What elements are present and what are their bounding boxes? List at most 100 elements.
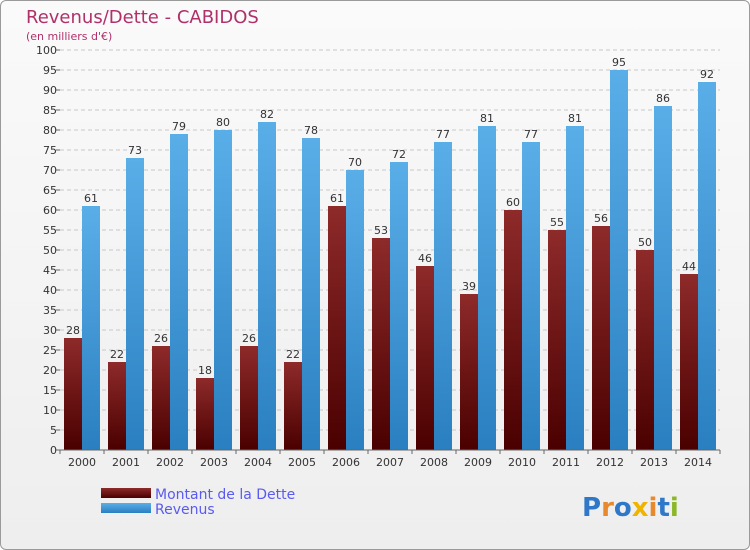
y-tick-label: 10 (43, 404, 57, 417)
logo-letter: r (601, 493, 614, 523)
data-label-revenus: 92 (700, 68, 714, 81)
y-tick-label: 20 (43, 364, 57, 377)
data-label-dette: 56 (594, 212, 608, 225)
data-label-dette: 46 (418, 252, 432, 265)
data-label-revenus: 80 (216, 116, 230, 129)
y-tick-label: 60 (43, 204, 57, 217)
y-tick-label: 50 (43, 244, 57, 257)
bar-dette (460, 294, 478, 450)
data-labels: 28 61 22 73 26 79 18 80 26 82 22 78 61 70 53 72 46 77 39 81… (66, 56, 714, 377)
legend-swatch-debt (101, 488, 151, 498)
bar-revenus (522, 142, 540, 450)
x-tick-label: 2009 (464, 456, 492, 469)
x-tick-label: 2012 (596, 456, 624, 469)
bar-dette (328, 206, 346, 450)
data-label-revenus: 72 (392, 148, 406, 161)
data-label-revenus: 81 (480, 112, 494, 125)
data-label-dette: 22 (286, 348, 300, 361)
bar-revenus (346, 170, 364, 450)
y-tick-label: 55 (43, 224, 57, 237)
x-tick-label: 2010 (508, 456, 536, 469)
data-label-revenus: 86 (656, 92, 670, 105)
bar-dette (108, 362, 126, 450)
data-label-dette: 26 (242, 332, 256, 345)
data-label-revenus: 78 (304, 124, 318, 137)
y-tick-label: 15 (43, 384, 57, 397)
logo-letter: t (657, 493, 669, 523)
data-label-dette: 60 (506, 196, 520, 209)
data-label-revenus: 77 (524, 128, 538, 141)
bar-dette (592, 226, 610, 450)
y-tick-label: 90 (43, 84, 57, 97)
data-label-revenus: 79 (172, 120, 186, 133)
x-tick-label: 2000 (68, 456, 96, 469)
x-tick-label: 2014 (684, 456, 712, 469)
x-tick-label: 2005 (288, 456, 316, 469)
logo-letter: P (582, 493, 601, 523)
bar-revenus (566, 126, 584, 450)
data-label-dette: 18 (198, 364, 212, 377)
bar-revenus (434, 142, 452, 450)
legend-swatch-revenus (101, 503, 151, 513)
y-tick-label: 35 (43, 304, 57, 317)
x-tick-label: 2008 (420, 456, 448, 469)
x-tick-label: 2004 (244, 456, 272, 469)
y-tick-label: 75 (43, 144, 57, 157)
data-label-revenus: 95 (612, 56, 626, 69)
data-label-revenus: 73 (128, 144, 142, 157)
legend-label-revenus: Revenus (155, 502, 215, 518)
bar-dette (152, 346, 170, 450)
proxiti-logo: Proxiti (582, 493, 679, 523)
bar-dette (680, 274, 698, 450)
bar-revenus (478, 126, 496, 450)
x-tick-label: 2013 (640, 456, 668, 469)
data-label-dette: 55 (550, 216, 564, 229)
bar-dette (372, 238, 390, 450)
y-tick-label: 85 (43, 104, 57, 117)
y-tick-label: 40 (43, 284, 57, 297)
logo-letter: o (614, 493, 632, 523)
x-tick-label: 2002 (156, 456, 184, 469)
bar-dette (504, 210, 522, 450)
data-label-dette: 26 (154, 332, 168, 345)
bars (64, 70, 716, 450)
data-label-dette: 53 (374, 224, 388, 237)
bar-revenus (214, 130, 232, 450)
y-tick-label: 5 (50, 424, 57, 437)
bar-revenus (390, 162, 408, 450)
bar-revenus (654, 106, 672, 450)
x-tick-label: 2003 (200, 456, 228, 469)
legend: Montant de la Dette Revenus (101, 487, 295, 518)
bar-dette (240, 346, 258, 450)
data-label-revenus: 70 (348, 156, 362, 169)
logo-letter: x (632, 493, 649, 523)
bar-dette (64, 338, 82, 450)
data-label-revenus: 82 (260, 108, 274, 121)
bar-revenus (698, 82, 716, 450)
bar-revenus (126, 158, 144, 450)
data-label-dette: 44 (682, 260, 696, 273)
data-label-dette: 28 (66, 324, 80, 337)
bar-revenus (258, 122, 276, 450)
logo-letter: i (649, 493, 658, 523)
bar-revenus (610, 70, 628, 450)
y-tick-label: 45 (43, 264, 57, 277)
bar-revenus (82, 206, 100, 450)
x-tick-label: 2001 (112, 456, 140, 469)
bar-revenus (170, 134, 188, 450)
data-label-dette: 61 (330, 192, 344, 205)
data-label-revenus: 61 (84, 192, 98, 205)
x-tick-label: 2011 (552, 456, 580, 469)
x-tick-label: 2007 (376, 456, 404, 469)
y-axis-ticks: 0 5 10 15 20 25 30 35 40 45 50 55 60 65 70 75 80 85 90 95 10… (36, 44, 60, 457)
legend-label-debt: Montant de la Dette (155, 487, 295, 503)
data-label-dette: 39 (462, 280, 476, 293)
x-axis-ticks: 2000 2001 2002 2003 2004 2005 2006 2007 2008 2009… (59, 450, 721, 469)
bar-dette (196, 378, 214, 450)
y-tick-label: 70 (43, 164, 57, 177)
bar-dette (416, 266, 434, 450)
bar-revenus (302, 138, 320, 450)
bar-dette (636, 250, 654, 450)
x-tick-label: 2006 (332, 456, 360, 469)
data-label-dette: 22 (110, 348, 124, 361)
